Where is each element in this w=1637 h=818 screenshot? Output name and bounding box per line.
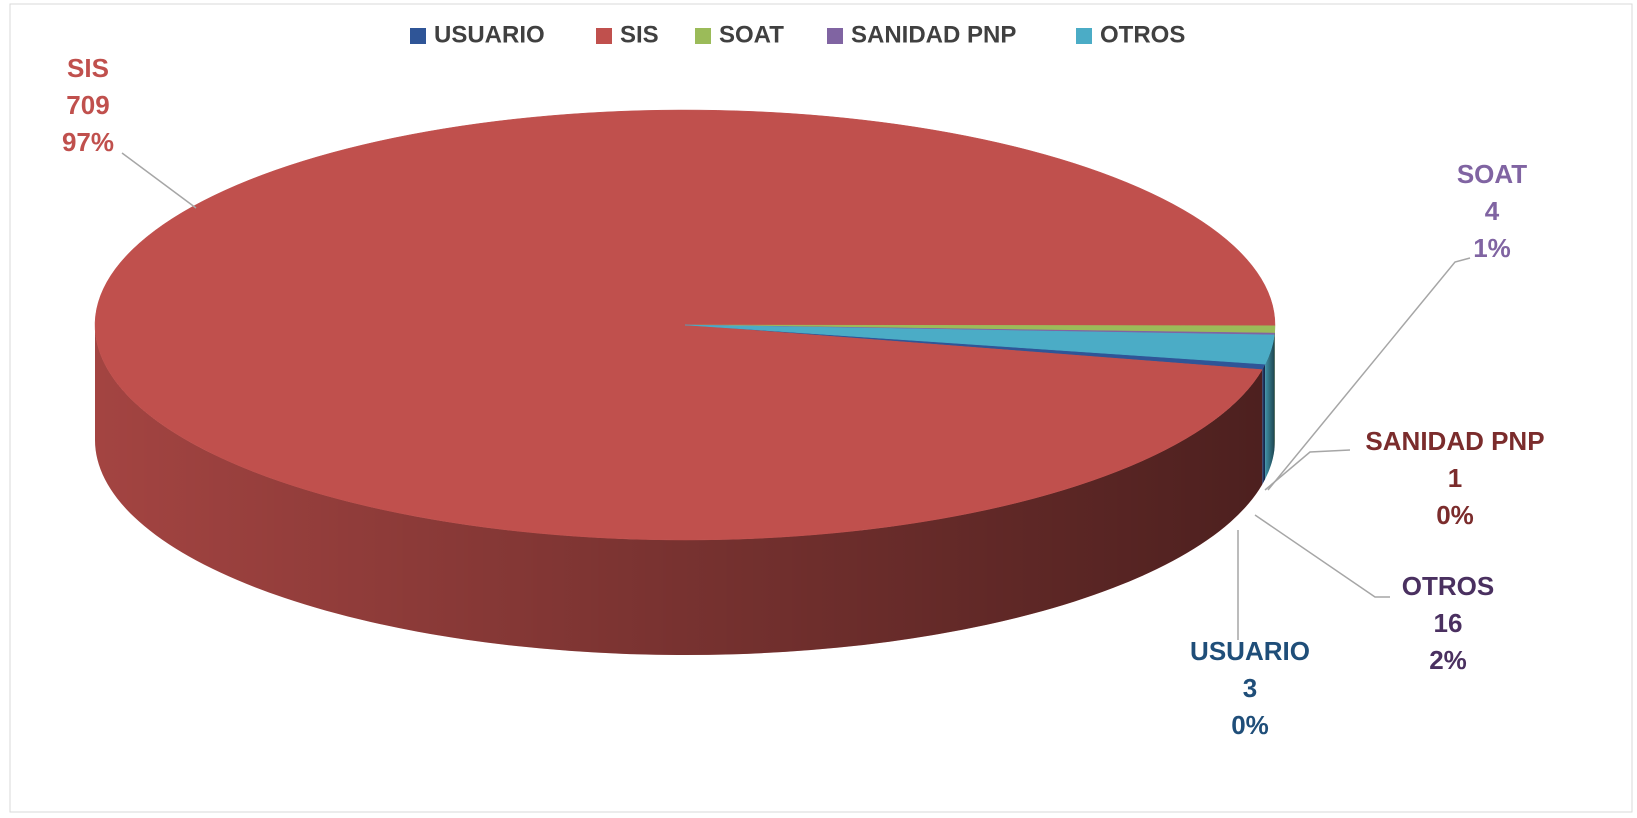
data-label-value: 709	[66, 90, 109, 120]
legend-swatch	[410, 28, 426, 44]
data-label-value: 3	[1243, 673, 1257, 703]
legend-label: USUARIO	[434, 21, 545, 48]
data-label-name: USUARIO	[1190, 636, 1310, 666]
leader-lines	[121, 152, 1471, 640]
slice-side-shade	[95, 325, 1263, 655]
data-label-value: 1	[1448, 463, 1462, 493]
data-label-percent: 0%	[1436, 500, 1474, 530]
data-label-name: SANIDAD PNP	[1365, 426, 1544, 456]
data-label-name: SIS	[67, 53, 109, 83]
data-label-value: 4	[1485, 196, 1500, 226]
data-label-percent: 2%	[1429, 645, 1467, 675]
legend-swatch	[1076, 28, 1092, 44]
legend-label: SOAT	[719, 21, 784, 48]
legend-label: OTROS	[1100, 21, 1185, 48]
slice-side-shade	[1265, 334, 1275, 480]
legend-swatch	[827, 28, 843, 44]
legend-swatch	[596, 28, 612, 44]
slice	[684, 324, 1275, 365]
data-label-name: SOAT	[1457, 159, 1527, 189]
legend-swatch	[695, 28, 711, 44]
data-label-percent: 1%	[1473, 233, 1511, 263]
data-label-percent: 0%	[1231, 710, 1269, 740]
data-label-percent: 97%	[62, 127, 114, 157]
legend-label: SANIDAD PNP	[851, 21, 1016, 48]
legend-label: SIS	[620, 21, 659, 48]
data-label-name: OTROS	[1402, 571, 1494, 601]
data-label-value: 16	[1434, 608, 1463, 638]
slice-side-shade	[1262, 364, 1266, 485]
